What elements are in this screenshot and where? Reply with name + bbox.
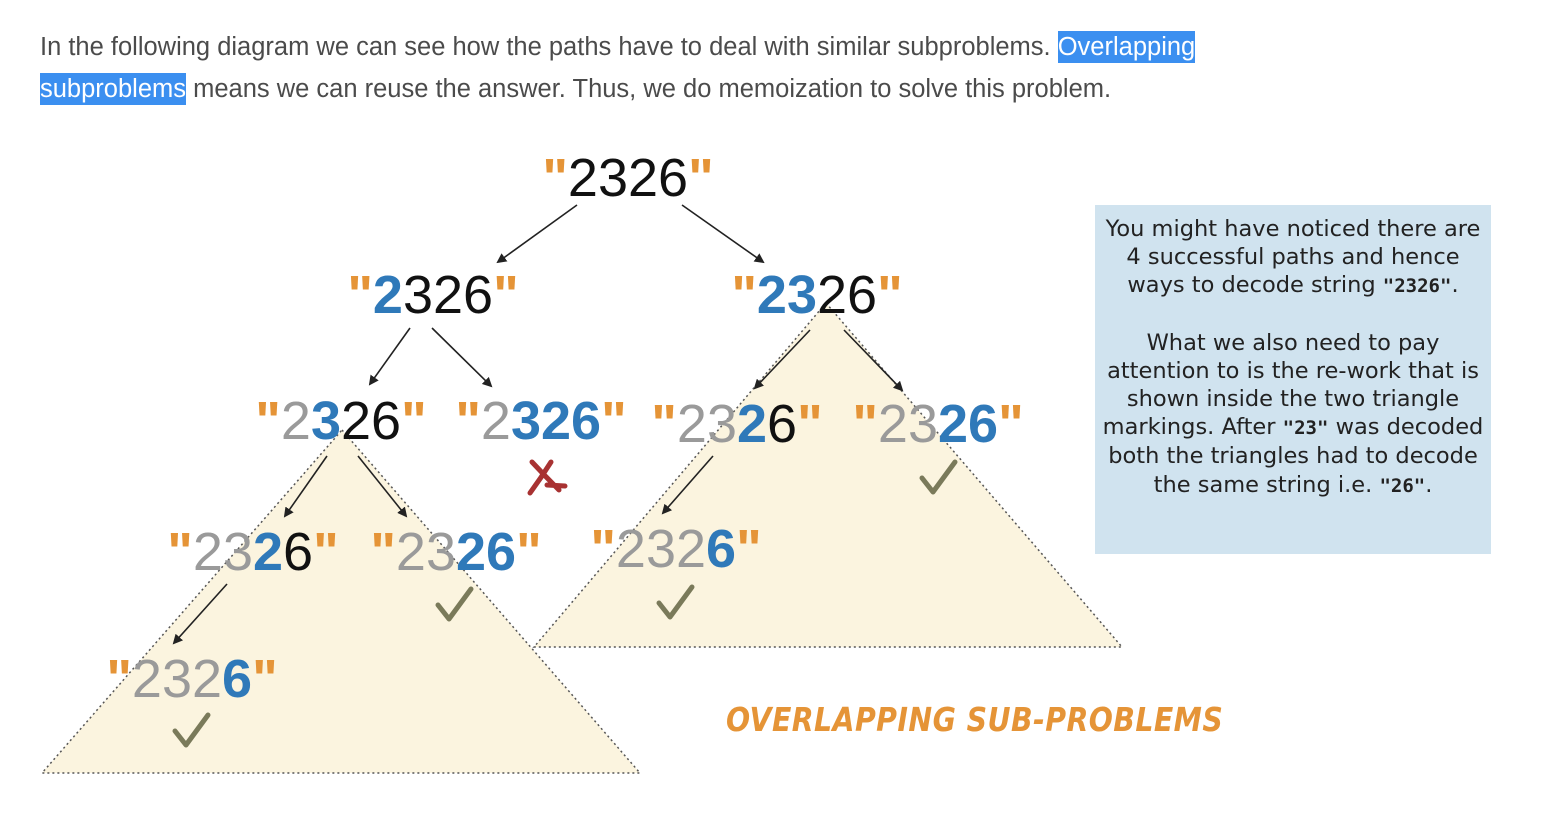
- arrow-l3a-a: [172, 583, 228, 645]
- highlight-line-2: subproblems: [40, 75, 186, 103]
- explanation-paragraph-1: You might have noticed there are 4 succe…: [1101, 215, 1485, 301]
- explanation-paragraph-2: What we also need to pay attention to is…: [1101, 329, 1485, 500]
- note-code-26: "26": [1379, 474, 1426, 497]
- arrow-l1l-b: [431, 327, 493, 388]
- note-p1-end: .: [1451, 272, 1459, 299]
- ok-l4-a-check-icon: [172, 712, 211, 748]
- arrow-l1r-d: [843, 329, 904, 392]
- explanation-box: You might have noticed there are 4 succe…: [1095, 205, 1491, 554]
- note-p2-text: What we also need to pay attention to is…: [1102, 329, 1479, 441]
- node-l3-a: "2326": [167, 522, 338, 582]
- node-l2-b: "2326": [455, 391, 626, 451]
- node-root: "2326": [542, 148, 713, 208]
- note-code-23: "23": [1282, 417, 1329, 440]
- arrow-l2c-c: [661, 455, 714, 515]
- note-code-2326: "2326": [1382, 275, 1452, 298]
- ok-l3-b-check-icon: [435, 586, 474, 622]
- node-l1-left: "2326": [347, 265, 518, 325]
- node-l2-d: "2326": [852, 394, 1023, 454]
- node-l4-a: "2326": [106, 649, 277, 709]
- note-p2-end: .: [1425, 471, 1433, 498]
- arrow-root-right: [681, 204, 765, 264]
- arrow-l1r-c: [753, 329, 811, 390]
- fail-l2-b-cross-icon: [527, 459, 568, 496]
- arrow-l1l-a: [368, 327, 411, 386]
- intro-text-after: means we can reuse the answer. Thus, we …: [186, 75, 1112, 103]
- intro-text-before: In the following diagram we can see how …: [40, 33, 1058, 61]
- note-p1-text: You might have noticed there are 4 succe…: [1105, 216, 1481, 299]
- overlapping-subproblems-caption: OVERLAPPING SUB-PROBLEMS: [726, 700, 1224, 739]
- arrow-l2a-b: [357, 455, 408, 518]
- right-overlap-triangle: [532, 301, 1124, 648]
- arrow-root-left: [496, 204, 578, 264]
- note-p2-mid: was decoded both the triangles had to de…: [1108, 414, 1484, 498]
- node-l1-right: "2326": [731, 265, 902, 325]
- node-l3-b: "2326": [370, 522, 541, 582]
- ok-l3-c-check-icon: [656, 584, 695, 620]
- ok-l2-d-check-icon: [919, 459, 958, 495]
- left-overlap-triangle: [40, 428, 642, 774]
- node-l3-c: "2326": [590, 519, 761, 579]
- arrow-l2a-a: [283, 455, 328, 518]
- highlight-line-1: Overlapping: [1057, 33, 1196, 61]
- intro-paragraph: In the following diagram we can see how …: [40, 26, 1500, 110]
- node-l2-c: "2326": [651, 394, 822, 454]
- node-l2-a: "2326": [255, 391, 426, 451]
